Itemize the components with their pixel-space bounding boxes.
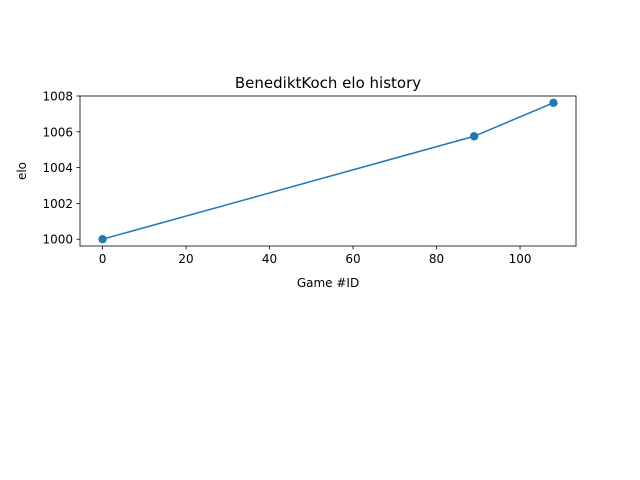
axes-frame xyxy=(79,95,577,247)
y-tick-label: 1006 xyxy=(42,125,73,139)
data-point xyxy=(98,234,107,244)
x-tick-label: 40 xyxy=(262,252,277,266)
y-tick-label: 1002 xyxy=(42,197,73,211)
plot-area: 0 20 40 60 80 100 1000 1002 1004 1006 1008 xyxy=(42,90,577,266)
x-tick-label: 20 xyxy=(178,252,193,266)
x-axis-label: Game #ID xyxy=(297,276,359,290)
y-axis-label: elo xyxy=(15,162,29,180)
x-tick-label: 60 xyxy=(345,252,360,266)
y-tick-label: 1008 xyxy=(42,90,73,104)
data-point xyxy=(549,98,558,108)
chart-title: BenediktKoch elo history xyxy=(235,74,421,92)
x-tick-label: 0 xyxy=(99,252,107,266)
y-tick-label: 1004 xyxy=(42,161,73,175)
x-tick-label: 80 xyxy=(429,252,444,266)
y-tick-label: 1000 xyxy=(42,233,73,247)
x-tick-label: 100 xyxy=(509,252,532,266)
data-point xyxy=(469,132,479,141)
